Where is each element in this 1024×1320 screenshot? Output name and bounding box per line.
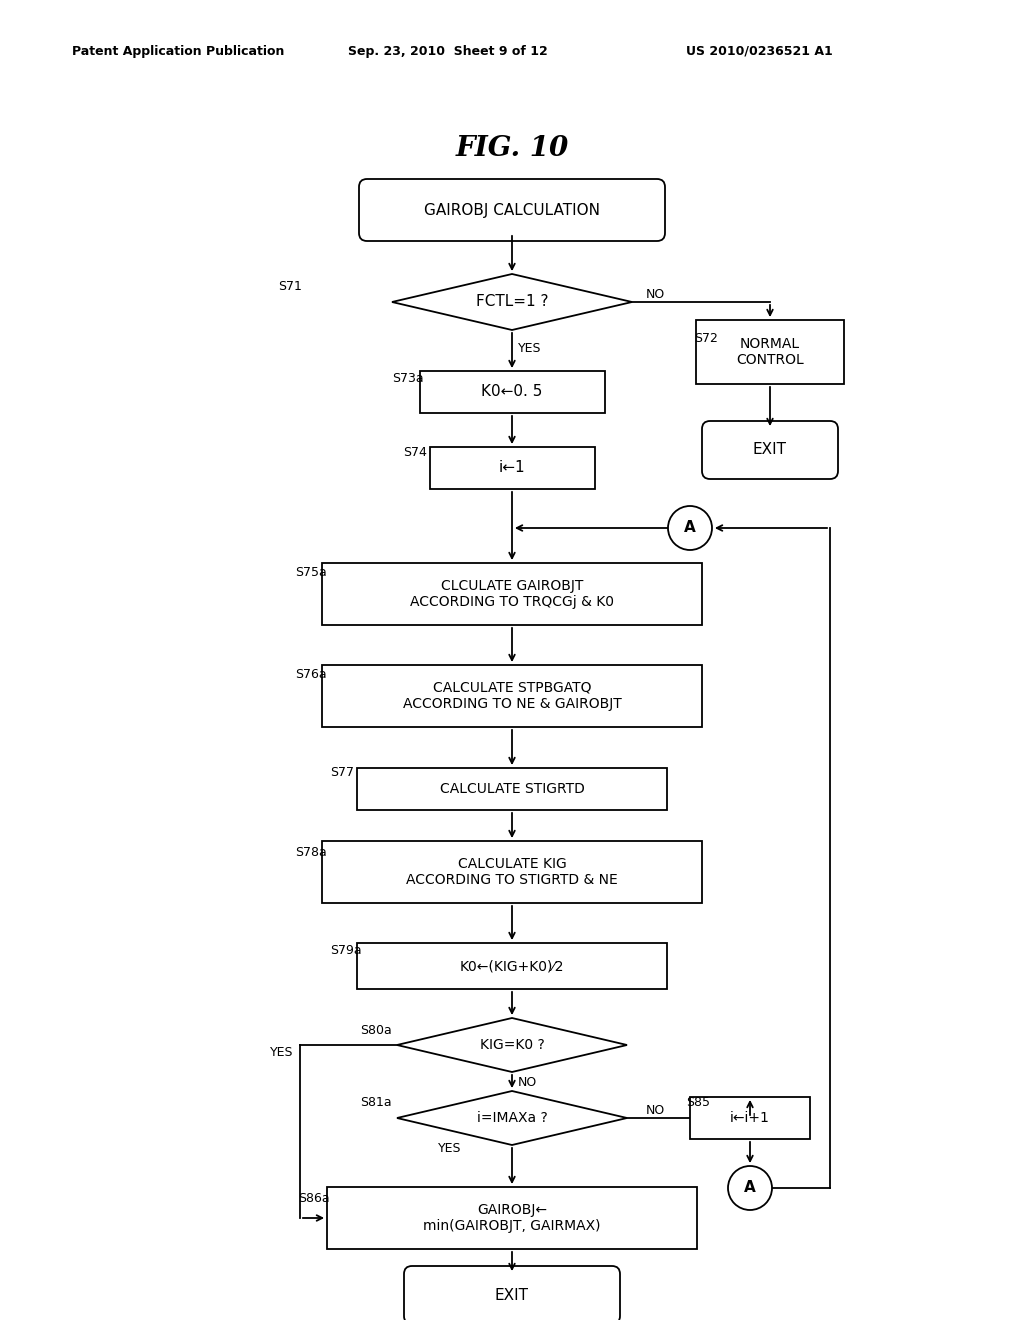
FancyBboxPatch shape	[702, 421, 838, 479]
Polygon shape	[392, 275, 632, 330]
Polygon shape	[397, 1018, 627, 1072]
Text: YES: YES	[270, 1045, 294, 1059]
Text: i=IMAXa ?: i=IMAXa ?	[476, 1111, 548, 1125]
Text: NO: NO	[646, 289, 666, 301]
Text: FIG. 10: FIG. 10	[456, 135, 568, 161]
Text: S81a: S81a	[360, 1097, 391, 1110]
Text: CALCULATE KIG
ACCORDING TO STIGRTD & NE: CALCULATE KIG ACCORDING TO STIGRTD & NE	[407, 857, 617, 887]
Text: S74: S74	[403, 446, 427, 459]
Text: S77: S77	[330, 767, 354, 780]
Text: FCTL=1 ?: FCTL=1 ?	[476, 294, 548, 309]
Text: A: A	[684, 520, 696, 536]
Bar	[322, 665, 702, 727]
Text: KIG=K0 ?: KIG=K0 ?	[479, 1038, 545, 1052]
Text: S79a: S79a	[330, 944, 361, 957]
Text: S85: S85	[686, 1097, 710, 1110]
Text: i←1: i←1	[499, 461, 525, 475]
Text: S80a: S80a	[360, 1023, 392, 1036]
Bar	[322, 841, 702, 903]
Bar	[696, 319, 844, 384]
Circle shape	[668, 506, 712, 550]
Text: A: A	[744, 1180, 756, 1196]
Text: S73a: S73a	[392, 371, 424, 384]
FancyBboxPatch shape	[359, 180, 665, 242]
Text: EXIT: EXIT	[495, 1287, 529, 1303]
Text: S72: S72	[694, 331, 718, 345]
Text: NO: NO	[646, 1104, 666, 1117]
Bar	[429, 447, 595, 488]
Text: i←i+1: i←i+1	[730, 1111, 770, 1125]
Text: GAIROBJ CALCULATION: GAIROBJ CALCULATION	[424, 202, 600, 218]
FancyBboxPatch shape	[404, 1266, 620, 1320]
Text: NORMAL
CONTROL: NORMAL CONTROL	[736, 337, 804, 367]
Text: Patent Application Publication: Patent Application Publication	[72, 45, 284, 58]
Text: GAIROBJ←
min(GAIROBJT, GAIRMAX): GAIROBJ← min(GAIROBJT, GAIRMAX)	[423, 1203, 601, 1233]
Text: YES: YES	[438, 1142, 462, 1155]
Text: S86a: S86a	[298, 1192, 330, 1204]
Bar	[420, 371, 604, 413]
Text: Sep. 23, 2010  Sheet 9 of 12: Sep. 23, 2010 Sheet 9 of 12	[348, 45, 548, 58]
Text: S75a: S75a	[295, 566, 327, 579]
Bar	[322, 564, 702, 624]
Bar	[357, 942, 667, 989]
Text: S78a: S78a	[295, 846, 327, 858]
Bar	[357, 768, 667, 810]
Text: K0←0. 5: K0←0. 5	[481, 384, 543, 400]
Text: K0←(KIG+K0)⁄2: K0←(KIG+K0)⁄2	[460, 960, 564, 973]
Bar	[690, 1097, 810, 1139]
Text: EXIT: EXIT	[753, 442, 787, 458]
Bar	[327, 1187, 697, 1249]
Text: YES: YES	[518, 342, 542, 355]
Text: CALCULATE STIGRTD: CALCULATE STIGRTD	[439, 781, 585, 796]
Text: NO: NO	[518, 1076, 538, 1089]
Polygon shape	[397, 1092, 627, 1144]
Text: CALCULATE STPBGATQ
ACCORDING TO NE & GAIROBJT: CALCULATE STPBGATQ ACCORDING TO NE & GAI…	[402, 681, 622, 711]
Text: CLCULATE GAIROBJT
ACCORDING TO TRQCGj & K0: CLCULATE GAIROBJT ACCORDING TO TRQCGj & …	[410, 579, 614, 609]
Text: US 2010/0236521 A1: US 2010/0236521 A1	[686, 45, 833, 58]
Text: S71: S71	[278, 280, 302, 293]
Circle shape	[728, 1166, 772, 1210]
Text: S76a: S76a	[295, 668, 327, 681]
